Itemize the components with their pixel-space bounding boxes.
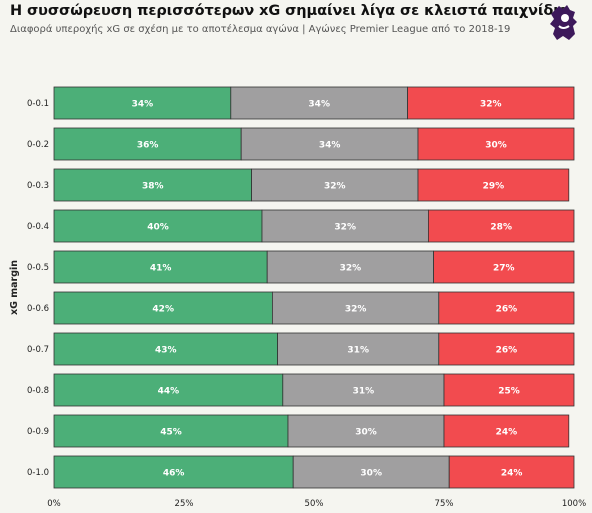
category-label: 0-0.6 (27, 304, 49, 314)
data-label: 36% (137, 141, 159, 151)
bar-segment (417, 127, 575, 161)
bar-segment (277, 332, 440, 366)
x-tick-label: 100% (562, 499, 586, 509)
bar-segment (53, 414, 289, 448)
bar-segment (266, 250, 435, 284)
bar-segment (287, 414, 445, 448)
data-label: 45% (160, 428, 182, 438)
data-label: 24% (501, 469, 523, 479)
category-label: 0-1.0 (27, 468, 49, 478)
category-label: 0-0.4 (27, 222, 49, 232)
bar-segment (240, 127, 419, 161)
x-tick-label: 75% (435, 499, 454, 509)
data-label: 30% (355, 428, 377, 438)
x-tick-label: 50% (305, 499, 324, 509)
category-label: 0-0.1 (27, 99, 49, 109)
data-label: 27% (493, 264, 515, 274)
data-label: 44% (158, 387, 180, 397)
category-label: 0-0.3 (27, 181, 49, 191)
bar-segment (433, 250, 575, 284)
y-axis-title: xG margin (9, 260, 20, 315)
data-label: 34% (132, 100, 154, 110)
bar-segment (438, 291, 575, 325)
category-label: 0-0.2 (27, 140, 49, 150)
data-label: 25% (498, 387, 520, 397)
data-label: 42% (152, 305, 174, 315)
data-label: 32% (480, 100, 502, 110)
data-label: 30% (360, 469, 382, 479)
data-label: 26% (496, 305, 518, 315)
bar-segment (53, 332, 279, 366)
bar-segment (427, 209, 575, 243)
data-label: 46% (163, 469, 185, 479)
bar-segment (251, 168, 419, 202)
data-label: 40% (147, 223, 169, 233)
bar-segment (438, 332, 575, 366)
data-label: 30% (485, 141, 507, 151)
bar-segment (292, 455, 450, 489)
data-label: 34% (308, 100, 330, 110)
category-label: 0-0.9 (27, 427, 49, 437)
data-label: 29% (483, 182, 505, 192)
bar-segment (261, 209, 429, 243)
data-label: 43% (155, 346, 177, 356)
bar-segment (53, 291, 273, 325)
bar-segment (443, 373, 575, 407)
bar-segment (53, 250, 268, 284)
bar-segment (230, 86, 409, 120)
bar-segment (53, 168, 253, 202)
data-label: 32% (345, 305, 367, 315)
bar-segment (53, 86, 232, 120)
bar-segment (448, 455, 575, 489)
bar-segment (271, 291, 440, 325)
category-label: 0-0.5 (27, 263, 49, 273)
data-label: 31% (347, 346, 369, 356)
data-label: 28% (490, 223, 512, 233)
data-label: 38% (142, 182, 164, 192)
data-label: 26% (496, 346, 518, 356)
chart-subtitle: Διαφορά υπεροχής xG σε σχέση με το αποτέ… (10, 24, 511, 35)
bar-segment (53, 373, 284, 407)
bar-segment (282, 373, 445, 407)
bar-segment (53, 209, 263, 243)
data-label: 32% (324, 182, 346, 192)
bar-segment (407, 86, 575, 120)
bar-segment (443, 414, 570, 448)
data-label: 32% (340, 264, 362, 274)
data-label: 41% (150, 264, 172, 274)
premier-league-lion-icon (550, 5, 577, 40)
data-label: 24% (496, 428, 518, 438)
category-label: 0-0.8 (27, 386, 49, 396)
data-label: 34% (319, 141, 341, 151)
category-label: 0-0.7 (27, 345, 49, 355)
bar-segment (417, 168, 570, 202)
data-label: 32% (334, 223, 356, 233)
x-tick-label: 25% (175, 499, 194, 509)
chart-title: Η συσσώρευση περισσότερων xG σημαίνει λί… (10, 3, 569, 19)
data-label: 31% (353, 387, 375, 397)
x-tick-label: 0% (47, 499, 61, 509)
